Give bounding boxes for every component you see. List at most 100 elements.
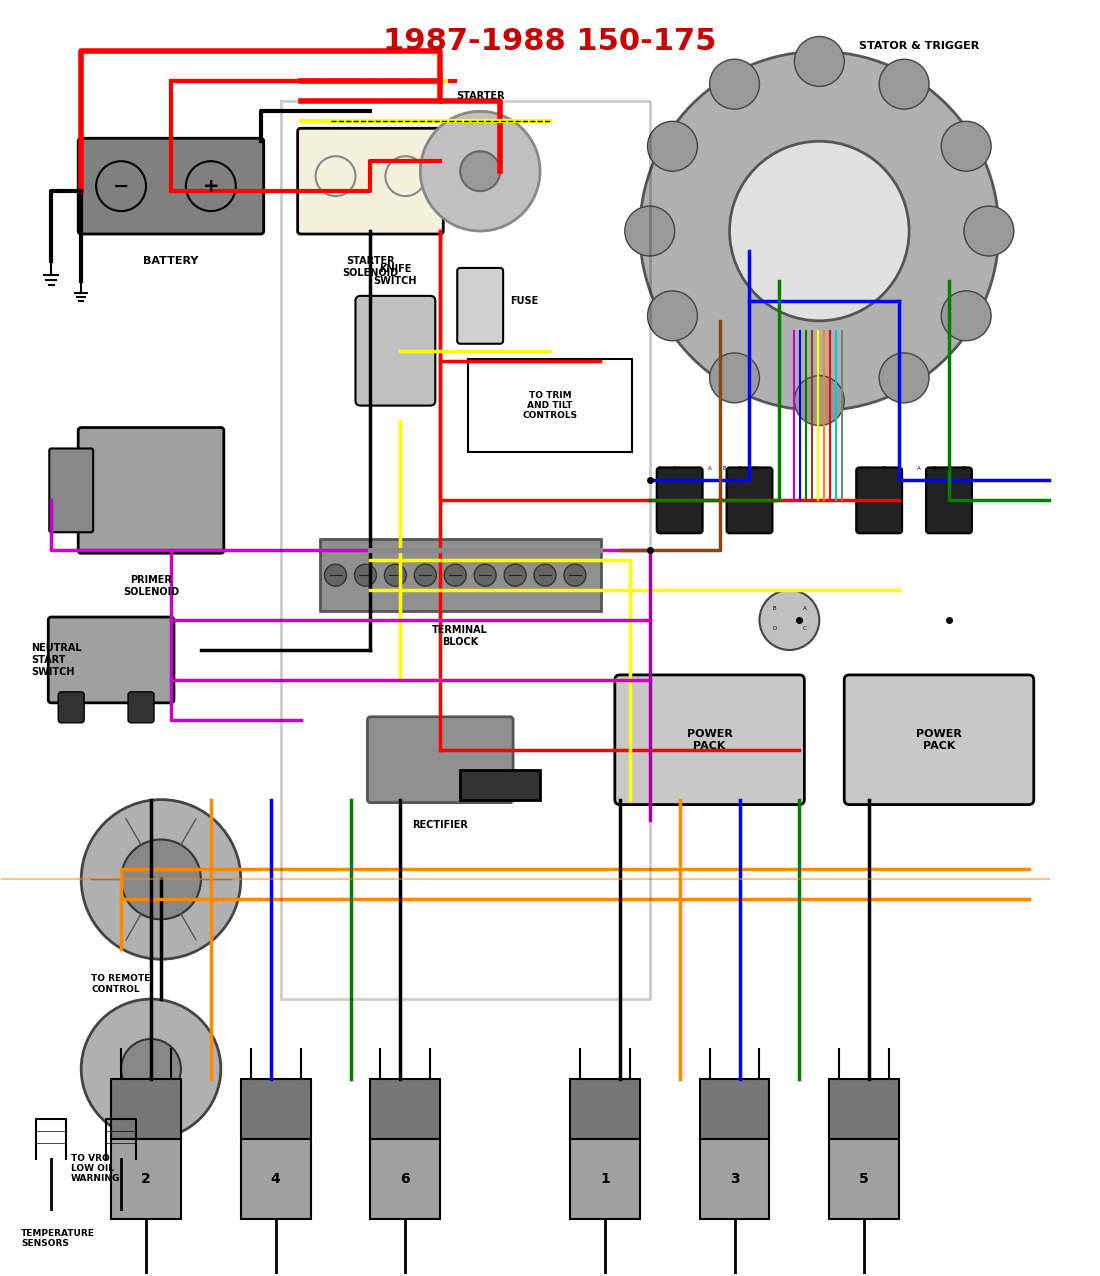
Text: RECTIFIER: RECTIFIER [412,819,469,829]
Text: TO TRIM
AND TILT
CONTROLS: TO TRIM AND TILT CONTROLS [522,390,578,421]
Text: 5: 5 [859,1171,869,1185]
Text: 2: 2 [141,1171,151,1185]
Text: STARTER
SOLENOID: STARTER SOLENOID [342,256,398,278]
FancyBboxPatch shape [320,540,601,611]
Text: PRIMER
SOLENOID: PRIMER SOLENOID [123,575,179,597]
Circle shape [415,564,437,586]
Circle shape [942,291,991,341]
Text: D: D [752,467,757,471]
Text: B: B [723,467,726,471]
FancyBboxPatch shape [78,427,223,554]
FancyBboxPatch shape [469,359,631,453]
Text: C: C [947,467,950,471]
Circle shape [710,353,759,403]
Text: TERMINAL
BLOCK: TERMINAL BLOCK [432,625,488,647]
Text: A: A [867,467,871,471]
FancyBboxPatch shape [367,717,513,803]
Circle shape [648,121,697,171]
Bar [570,1079,640,1138]
Bar [371,1138,440,1219]
Bar [700,1138,769,1219]
Circle shape [81,999,221,1138]
Text: TEMPERATURE
SENSORS: TEMPERATURE SENSORS [21,1229,96,1248]
FancyBboxPatch shape [58,692,85,722]
Circle shape [879,59,930,110]
Circle shape [444,564,466,586]
Text: POWER
PACK: POWER PACK [686,729,733,750]
FancyBboxPatch shape [48,618,174,703]
Circle shape [710,59,759,110]
Bar [460,769,540,800]
Text: 3: 3 [729,1171,739,1185]
Circle shape [324,564,346,586]
Bar [371,1079,440,1138]
FancyBboxPatch shape [50,448,94,532]
Circle shape [384,564,406,586]
Text: TO REMOTE
CONTROL: TO REMOTE CONTROL [91,974,151,994]
Text: B: B [772,606,777,611]
Text: NEUTRAL
START
SWITCH: NEUTRAL START SWITCH [31,643,81,676]
FancyBboxPatch shape [657,467,703,533]
Text: STATOR & TRIGGER: STATOR & TRIGGER [859,42,979,51]
Text: 6: 6 [400,1171,410,1185]
Bar [829,1079,899,1138]
Text: −: − [113,176,130,195]
Circle shape [354,564,376,586]
Circle shape [759,590,820,649]
Circle shape [81,800,241,960]
FancyBboxPatch shape [355,296,436,406]
Circle shape [564,564,586,586]
FancyBboxPatch shape [615,675,804,805]
Circle shape [460,152,500,191]
Text: C: C [738,467,741,471]
Text: B: B [932,467,936,471]
Circle shape [964,207,1014,256]
Text: A: A [707,467,712,471]
FancyBboxPatch shape [458,268,503,343]
Circle shape [121,840,201,919]
Circle shape [474,564,496,586]
FancyBboxPatch shape [845,675,1034,805]
Text: BATTERY: BATTERY [143,256,199,265]
Text: B: B [882,467,886,471]
Circle shape [729,142,909,320]
Text: STARTER: STARTER [455,92,505,101]
FancyBboxPatch shape [78,138,264,234]
Bar [829,1138,899,1219]
Text: A: A [658,467,661,471]
FancyBboxPatch shape [128,692,154,722]
Text: +: + [202,176,219,195]
Bar [111,1138,180,1219]
Circle shape [420,111,540,231]
Text: KNIFE
SWITCH: KNIFE SWITCH [374,264,417,286]
Circle shape [534,564,556,586]
Text: A: A [917,467,921,471]
Text: 4: 4 [271,1171,281,1185]
Circle shape [794,37,845,87]
Circle shape [121,1039,180,1099]
Bar [570,1138,640,1219]
Text: 1987-1988 150-175: 1987-1988 150-175 [383,27,717,56]
FancyBboxPatch shape [298,129,443,234]
Circle shape [640,51,999,411]
Text: B: B [673,467,676,471]
Text: C: C [803,627,806,632]
Circle shape [625,207,674,256]
Text: FUSE: FUSE [510,296,538,306]
Circle shape [504,564,526,586]
Text: TO VRO
LOW OIL
WARNING: TO VRO LOW OIL WARNING [72,1154,121,1184]
Circle shape [794,375,845,425]
Text: 1: 1 [600,1171,609,1185]
Bar [241,1138,310,1219]
FancyBboxPatch shape [926,467,972,533]
Circle shape [648,291,697,341]
FancyBboxPatch shape [727,467,772,533]
FancyBboxPatch shape [856,467,902,533]
Text: A: A [803,606,806,611]
Bar [700,1079,769,1138]
Bar [241,1079,310,1138]
Circle shape [942,121,991,171]
Bar [111,1079,180,1138]
Circle shape [879,353,930,403]
Text: D: D [961,467,966,471]
